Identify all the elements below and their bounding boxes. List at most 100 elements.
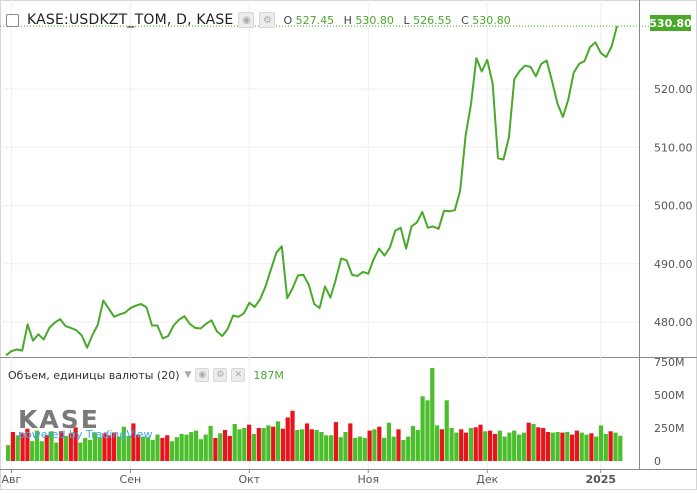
- time-tick-label: Дек: [476, 473, 498, 486]
- volume-bar: [410, 426, 416, 461]
- volume-bar: [324, 435, 329, 461]
- volume-bar: [454, 432, 459, 461]
- volume-bar: [338, 437, 343, 461]
- volume-bar: [78, 442, 83, 461]
- volume-bar: [145, 437, 151, 461]
- volume-bar: [589, 433, 594, 461]
- volume-bar: [372, 429, 377, 461]
- volume-tick-label: 0: [654, 455, 661, 468]
- volume-bar: [184, 434, 189, 461]
- powered-by-tradingview[interactable]: powered by TradingView: [18, 428, 153, 441]
- ohlc-open-value: 527.45: [295, 13, 335, 27]
- eye-icon[interactable]: ◉: [195, 368, 210, 382]
- price-line-group: [5, 25, 618, 357]
- volume-bar: [492, 433, 498, 461]
- eye-icon[interactable]: ◉: [238, 12, 255, 28]
- price-tick-label: 480.00: [654, 316, 693, 329]
- volume-bar: [261, 428, 266, 461]
- volume-bar: [126, 435, 131, 461]
- legend-checkbox[interactable]: [6, 13, 19, 27]
- volume-value: 187M: [253, 368, 284, 382]
- volume-bar: [275, 421, 281, 461]
- volume-tick-label: 500M: [654, 389, 685, 402]
- volume-bar: [502, 436, 507, 461]
- volume-bar: [20, 433, 25, 461]
- volume-bar: [63, 435, 69, 461]
- volume-bar: [517, 434, 522, 461]
- volume-bar: [290, 410, 295, 461]
- volume-bar: [165, 435, 170, 461]
- volume-bar: [227, 435, 232, 461]
- close-icon[interactable]: ✕: [231, 368, 246, 382]
- volume-bar: [348, 423, 353, 461]
- volume-title[interactable]: Объем, единицы валюты (20): [8, 368, 180, 382]
- volume-bar: [362, 437, 367, 461]
- volume-bar: [613, 432, 618, 461]
- volume-bar: [468, 428, 474, 461]
- price-tick-label: 500.00: [654, 200, 693, 213]
- volume-bar: [396, 429, 401, 461]
- ohlc-close-value: 530.80: [472, 13, 511, 27]
- volume-bar: [304, 423, 310, 461]
- volume-bar: [382, 437, 387, 461]
- volume-bar: [444, 400, 449, 461]
- volume-bar: [449, 428, 454, 461]
- volume-bar: [218, 433, 223, 461]
- volume-bars: [6, 367, 623, 461]
- ohlc-readout: O 527.45 H 530.80 L 526.55 C 530.80: [283, 14, 516, 27]
- volume-tick-label: 250M: [654, 422, 685, 435]
- volume-bar: [329, 435, 334, 461]
- volume-bar: [300, 429, 305, 461]
- volume-bar: [401, 439, 406, 461]
- volume-bar: [377, 426, 382, 461]
- volume-bar: [222, 430, 228, 461]
- volume-bar: [545, 432, 551, 461]
- chevron-down-icon[interactable]: ▼: [184, 370, 192, 380]
- volume-tick-label: 750M: [654, 356, 685, 369]
- price-line[interactable]: [5, 25, 618, 357]
- settings-icon[interactable]: ⚙: [213, 368, 228, 382]
- volume-bar: [488, 430, 493, 461]
- volume-bar: [309, 429, 314, 461]
- volume-bar: [483, 431, 488, 461]
- volume-bar: [594, 436, 599, 461]
- price-tick-label: 510.00: [654, 141, 693, 154]
- volume-bar: [155, 434, 160, 461]
- volume-bar: [203, 434, 208, 461]
- ohlc-close-label: C: [461, 13, 469, 27]
- volume-bar: [497, 430, 502, 461]
- volume-bar: [107, 435, 112, 461]
- volume-bar: [406, 436, 411, 461]
- volume-bar: [439, 429, 445, 461]
- volume-axis-labels: 0 250M 500M 750M: [654, 356, 685, 468]
- volume-bar: [478, 424, 483, 461]
- grid-lines: [0, 0, 650, 469]
- volume-bar: [425, 400, 430, 461]
- settings-icon[interactable]: ⚙: [259, 12, 276, 28]
- volume-bar: [565, 432, 570, 461]
- price-axis-labels: 480.00 490.00 500.00 510.00 520.00: [654, 83, 693, 329]
- volume-bar: [430, 367, 435, 461]
- ohlc-low-label: L: [403, 13, 410, 27]
- volume-bar: [83, 437, 88, 461]
- volume-bar: [25, 428, 30, 461]
- kase-logo[interactable]: KASE powered by TradingView: [18, 407, 152, 441]
- volume-bar: [213, 437, 218, 461]
- price-tick-label: 490.00: [654, 258, 693, 271]
- volume-bar: [391, 436, 396, 461]
- volume-bar: [15, 435, 20, 461]
- volume-bar: [160, 437, 165, 461]
- symbol-title[interactable]: KASE:USDKZT_TOM, D, KASE: [27, 12, 234, 28]
- volume-bar: [174, 437, 179, 461]
- volume-bar: [574, 430, 580, 461]
- volume-bar: [555, 432, 560, 461]
- volume-bar: [357, 436, 363, 461]
- volume-bar: [68, 433, 73, 461]
- volume-bar: [608, 431, 613, 461]
- volume-bar: [179, 433, 184, 461]
- volume-bar: [97, 437, 102, 461]
- time-tick-label: Окт: [238, 473, 260, 486]
- volume-bar: [251, 433, 257, 461]
